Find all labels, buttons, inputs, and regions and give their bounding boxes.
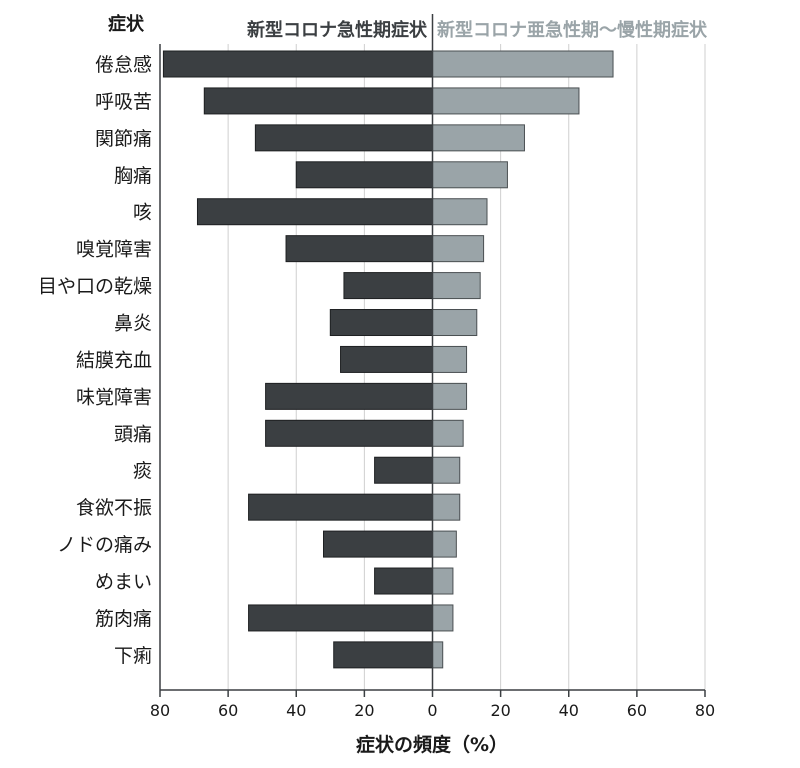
category-label: 目や口の乾燥: [38, 276, 152, 298]
bar-chronic-13: [432, 493, 461, 521]
bar-acute-14: [323, 530, 433, 558]
bar-acute-15: [374, 567, 433, 595]
bar-chronic-3: [432, 124, 525, 152]
x-tick-label: 40: [286, 701, 306, 720]
x-tick-label: 60: [627, 701, 647, 720]
category-label: ノドの痛み: [57, 534, 152, 556]
x-tick-label: 20: [354, 701, 374, 720]
bar-chronic-9: [432, 345, 468, 373]
bar-acute-10: [265, 382, 433, 410]
category-label: 痰: [133, 460, 152, 482]
category-label: 胸痛: [114, 165, 152, 187]
grid-lines: [159, 44, 706, 690]
x-tick-labels: 80 60 40 20 0 20 40 60 80: [150, 701, 715, 720]
y-axis-title: 症状: [108, 13, 145, 35]
bar-chronic-8: [432, 309, 478, 337]
bar-chronic-11: [432, 419, 464, 447]
category-label: 筋肉痛: [95, 608, 152, 630]
bar-chronic-1: [432, 50, 614, 78]
category-label: 呼吸苦: [95, 91, 152, 113]
category-label: 食欲不振: [76, 497, 152, 519]
x-axis-title: 症状の頻度（%）: [356, 733, 508, 756]
bar-chronic-12: [432, 456, 461, 484]
x-tick-label: 40: [559, 701, 579, 720]
bar-chronic-5: [432, 198, 488, 226]
bar-acute-6: [285, 235, 433, 263]
category-label: 関節痛: [95, 128, 152, 150]
bar-acute-1: [162, 50, 433, 78]
legend-acute-series: 新型コロナ急性期症状: [247, 19, 428, 41]
category-label: 倦怠感: [95, 54, 152, 76]
bar-acute-3: [254, 124, 433, 152]
bar-acute-4: [295, 161, 433, 189]
category-label: 味覚障害: [76, 386, 152, 408]
x-tick-label: 0: [427, 701, 437, 720]
x-tick-label: 60: [218, 701, 238, 720]
bar-acute-8: [329, 309, 433, 337]
bar-chronic-4: [432, 161, 508, 189]
bar-chronic-10: [432, 382, 468, 410]
category-label: 鼻炎: [114, 313, 152, 335]
bar-chronic-15: [432, 567, 454, 595]
x-tick-label: 80: [695, 701, 715, 720]
category-labels: 倦怠感呼吸苦関節痛胸痛咳嗅覚障害目や口の乾燥鼻炎結膜充血味覚障害頭痛痰食欲不振ノ…: [38, 54, 152, 667]
bar-chronic-2: [432, 87, 580, 115]
bars: [162, 50, 614, 669]
bar-chronic-7: [432, 272, 481, 300]
category-label: 下痢: [114, 645, 152, 667]
bar-acute-7: [343, 272, 433, 300]
bar-chronic-14: [432, 530, 457, 558]
category-label: 咳: [133, 202, 152, 224]
bar-acute-9: [340, 345, 433, 373]
legend-chronic-series: 新型コロナ亜急性期〜慢性期症状: [437, 19, 708, 41]
bar-chronic-6: [432, 235, 485, 263]
x-tick-label: 20: [490, 701, 510, 720]
x-tick-label: 80: [150, 701, 170, 720]
bar-chronic-16: [432, 604, 454, 632]
bar-acute-17: [333, 641, 433, 669]
bar-acute-2: [203, 87, 433, 115]
category-label: 頭痛: [114, 423, 152, 445]
bar-acute-13: [248, 493, 433, 521]
bar-chronic-17: [432, 641, 444, 669]
axes: [159, 14, 706, 697]
bar-acute-16: [248, 604, 433, 632]
bar-acute-11: [265, 419, 433, 447]
bar-acute-12: [374, 456, 433, 484]
category-label: 結膜充血: [76, 349, 152, 371]
category-label: めまい: [95, 571, 152, 593]
category-label: 嗅覚障害: [76, 239, 152, 261]
bar-acute-5: [196, 198, 433, 226]
